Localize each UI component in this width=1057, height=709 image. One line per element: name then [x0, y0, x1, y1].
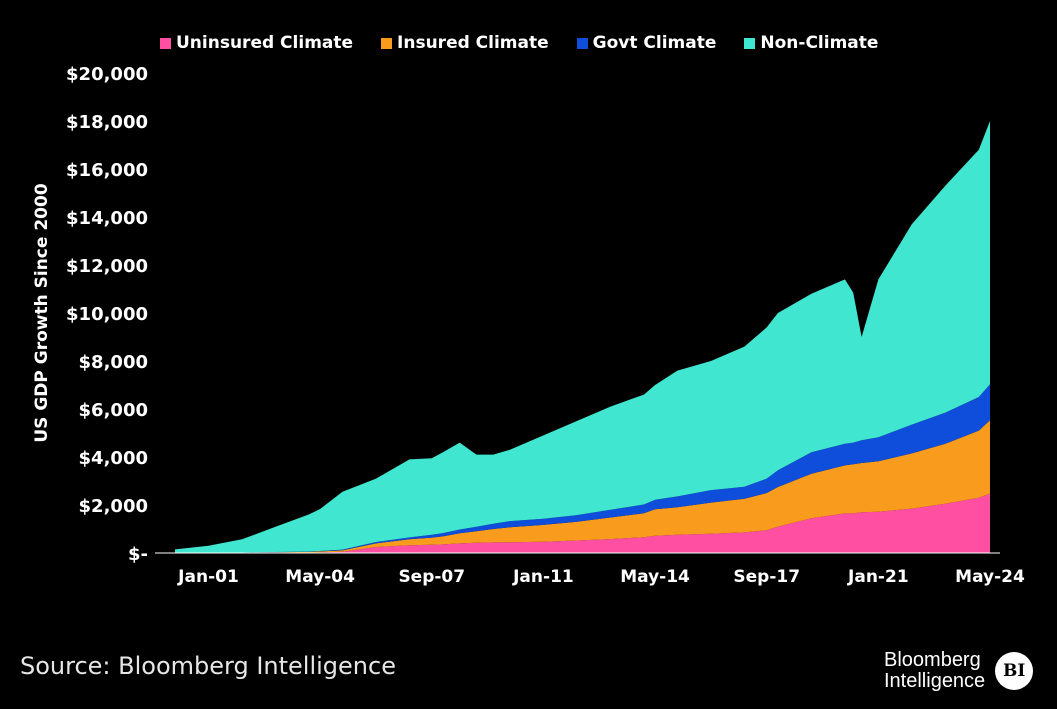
x-tick-label: Sep-17 — [733, 567, 800, 587]
y-tick-label: $12,000 — [66, 256, 148, 277]
area-series-insured-climate — [175, 420, 990, 553]
y-tick-label: $- — [128, 544, 148, 565]
bi-badge-icon: BI — [995, 652, 1034, 690]
x-tick-label: May-14 — [620, 567, 690, 587]
y-tick-label: $2,000 — [79, 496, 148, 517]
legend-swatch-uninsured — [160, 37, 171, 49]
legend-label-uninsured: Uninsured Climate — [176, 33, 354, 53]
x-tick-label: Sep-07 — [398, 567, 465, 587]
bloomberg-intelligence-logo: Bloomberg Intelligence BI — [884, 650, 1034, 692]
area-series-non-climate — [175, 121, 990, 553]
legend-item-non-climate: Non-Climate — [744, 33, 878, 53]
legend-item-insured-climate: Insured Climate — [381, 33, 549, 53]
legend-item-uninsured-climate: Uninsured Climate — [160, 33, 353, 53]
legend-item-govt-climate: Govt Climate — [576, 33, 717, 53]
source-note: Source: Bloomberg Intelligence — [20, 652, 396, 680]
area-series-uninsured-climate — [175, 493, 990, 553]
legend-label-insured: Insured Climate — [397, 33, 549, 53]
legend: Uninsured Climate Insured Climate Govt C… — [160, 33, 878, 53]
legend-swatch-govt — [576, 37, 588, 49]
y-tick-label: $16,000 — [66, 160, 148, 181]
x-tick-label: May-04 — [285, 567, 355, 587]
y-tick-label: $20,000 — [66, 64, 148, 85]
legend-label-govt: Govt Climate — [592, 33, 717, 53]
legend-swatch-non-climate — [744, 37, 756, 49]
legend-swatch-insured — [381, 37, 393, 49]
y-tick-label: $4,000 — [79, 448, 148, 469]
x-tick-label: Jan-01 — [177, 567, 239, 587]
logo-line-2: Intelligence — [884, 670, 986, 692]
legend-label-non-climate: Non-Climate — [760, 33, 879, 53]
y-tick-label: $6,000 — [79, 400, 148, 421]
x-tick-label: May-24 — [955, 567, 1025, 587]
y-tick-label: $10,000 — [66, 304, 148, 325]
y-axis-label: US GDP Growth Since 2000 — [32, 183, 52, 442]
y-tick-label: $18,000 — [66, 112, 148, 133]
y-tick-label: $14,000 — [66, 208, 148, 229]
logo-line-1: Bloomberg — [884, 649, 981, 671]
area-series-govt-climate — [175, 384, 990, 553]
x-tick-label: Jan-21 — [847, 567, 909, 587]
x-axis: Jan-01 May-04 Sep-07 Jan-11 May-14 Sep-17 Jan-… — [155, 552, 1025, 587]
y-tick-label: $8,000 — [79, 352, 148, 373]
logo-text: Bloomberg Intelligence — [884, 650, 985, 692]
chart-areas — [175, 121, 990, 553]
y-axis: $- $2,000 $4,000 $6,000 $8,000 $10,000 $12,000… — [66, 64, 148, 565]
x-tick-label: Jan-11 — [512, 567, 574, 587]
